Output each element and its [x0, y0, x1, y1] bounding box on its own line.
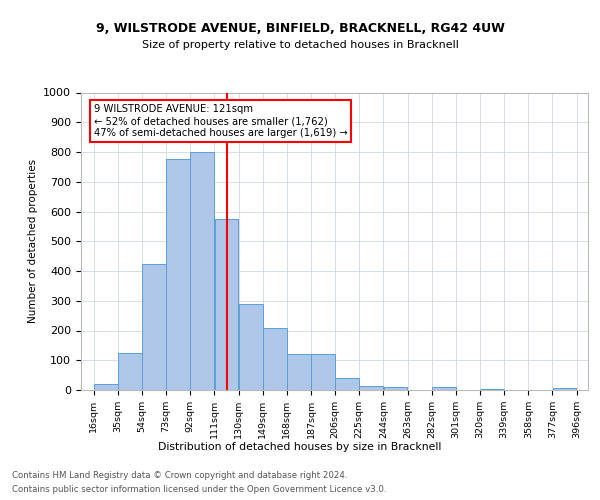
Bar [215, 219, 238, 390]
Text: 9 WILSTRODE AVENUE: 121sqm
← 52% of detached houses are smaller (1,762)
47% of s: 9 WILSTRODE AVENUE: 121sqm ← 52% of deta… [94, 104, 347, 138]
Y-axis label: Number of detached properties: Number of detached properties [28, 159, 38, 324]
Bar [94, 384, 118, 390]
Text: 9, WILSTRODE AVENUE, BINFIELD, BRACKNELL, RG42 4UW: 9, WILSTRODE AVENUE, BINFIELD, BRACKNELL… [95, 22, 505, 36]
Bar [190, 152, 214, 390]
Bar [432, 387, 455, 390]
Bar [480, 388, 504, 390]
Bar [287, 354, 311, 390]
Bar [359, 386, 383, 390]
Bar [311, 354, 335, 390]
Text: Size of property relative to detached houses in Bracknell: Size of property relative to detached ho… [142, 40, 458, 50]
Text: Contains HM Land Registry data © Crown copyright and database right 2024.: Contains HM Land Registry data © Crown c… [12, 472, 347, 480]
Text: Contains public sector information licensed under the Open Government Licence v3: Contains public sector information licen… [12, 484, 386, 494]
Bar [335, 378, 359, 390]
Bar [142, 264, 166, 390]
Bar [118, 353, 142, 390]
Bar [383, 387, 407, 390]
Bar [239, 304, 263, 390]
Bar [263, 328, 287, 390]
Bar [166, 160, 190, 390]
Bar [553, 388, 577, 390]
Text: Distribution of detached houses by size in Bracknell: Distribution of detached houses by size … [158, 442, 442, 452]
